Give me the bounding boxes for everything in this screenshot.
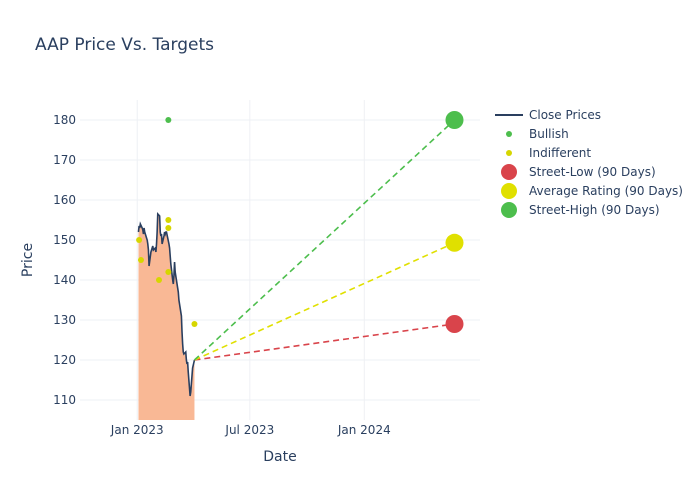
legend-swatch-dot <box>506 131 512 137</box>
x-tick-label: Jan 2023 <box>110 423 164 437</box>
bullish-point <box>165 117 172 123</box>
indifferent-point <box>156 277 163 283</box>
plot-area: 110 120 130 140 150 160 170 180 Jan 2023 Jul 2023… <box>53 100 480 437</box>
legend: Close Prices Bullish Indifferent Street-Low… <box>495 108 683 218</box>
target-projection-line <box>194 242 455 361</box>
legend-swatch-marker <box>501 202 517 218</box>
x-tick-label: Jan 2024 <box>337 423 391 437</box>
legend-swatch-marker <box>501 164 517 180</box>
indifferent-point <box>165 217 172 223</box>
indifferent-point <box>165 269 172 275</box>
target-marker <box>445 111 464 129</box>
y-axis-title: Price <box>20 243 36 277</box>
legend-label: Close Prices <box>529 108 601 122</box>
x-tick-label: Jul 2023 <box>224 423 274 437</box>
indifferent-point <box>191 321 198 327</box>
legend-label: Street-High (90 Days) <box>529 203 660 217</box>
legend-label: Indifferent <box>529 146 591 160</box>
x-axis-title: Date <box>263 449 296 465</box>
close-price-line <box>137 212 196 397</box>
y-tick-label: 110 <box>53 393 76 407</box>
legend-label: Bullish <box>529 127 569 141</box>
chart-title: AAP Price Vs. Targets <box>35 35 214 55</box>
legend-swatch-marker <box>501 183 517 199</box>
target-projection-line <box>194 323 455 361</box>
y-tick-label: 170 <box>53 153 76 167</box>
y-tick-label: 130 <box>53 313 76 327</box>
close-price-area <box>138 214 195 420</box>
indifferent-point <box>137 257 144 263</box>
legend-label: Street-Low (90 Days) <box>529 165 656 179</box>
target-marker <box>445 233 464 252</box>
y-tick-label: 180 <box>53 113 76 127</box>
legend-swatch-dot <box>506 150 512 156</box>
y-tick-label: 150 <box>53 233 76 247</box>
y-tick-label: 140 <box>53 273 76 287</box>
y-tick-label: 160 <box>53 193 76 207</box>
legend-label: Average Rating (90 Days) <box>529 184 683 198</box>
indifferent-point <box>165 225 172 231</box>
indifferent-point <box>136 237 143 243</box>
y-tick-label: 120 <box>53 353 76 367</box>
target-projection-line <box>193 119 456 361</box>
target-marker <box>445 315 464 333</box>
